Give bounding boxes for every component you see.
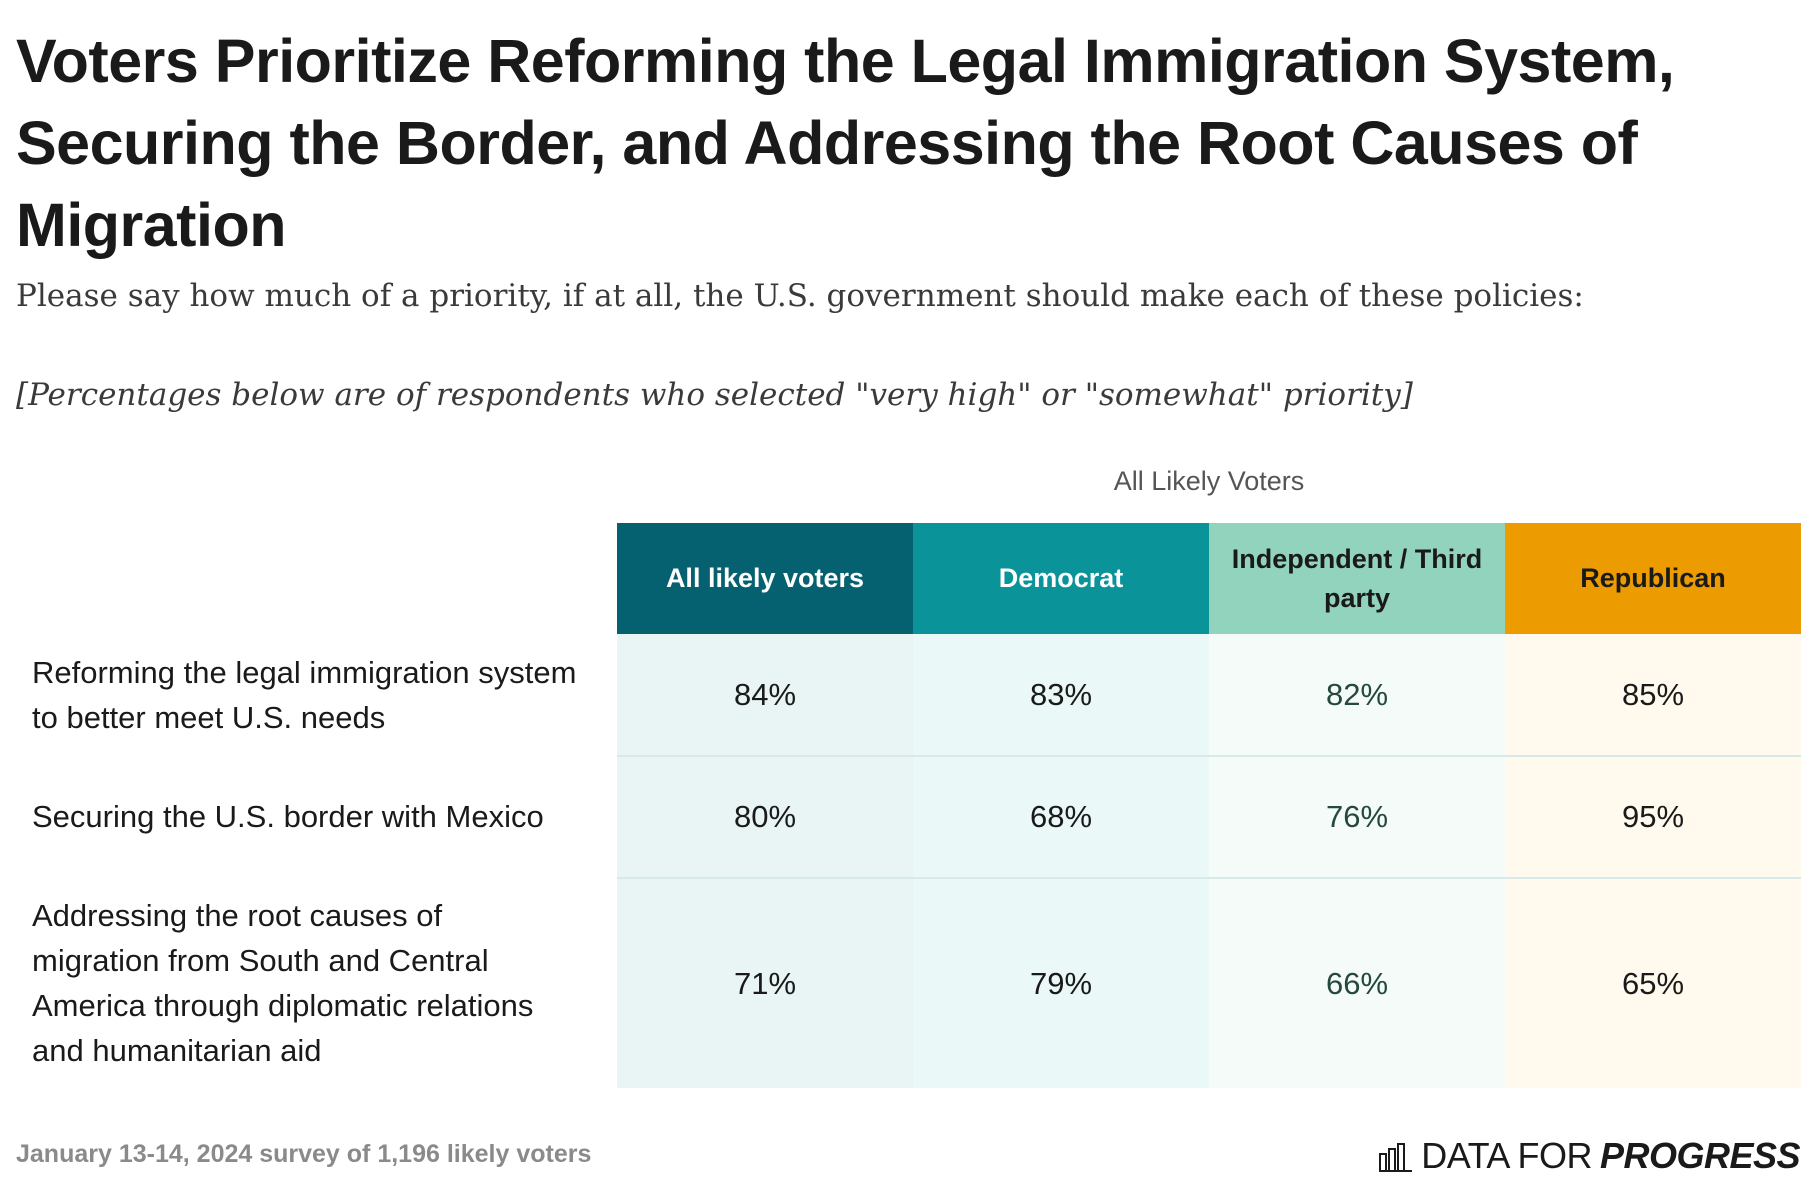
cell-independent: 66% xyxy=(1209,879,1505,1088)
data-for-progress-logo: DATA FOR PROGRESS xyxy=(1379,1135,1801,1177)
row-label: Reforming the legal immigration system t… xyxy=(32,654,577,735)
logo-text-strong: PROGRESS xyxy=(1599,1135,1801,1176)
column-group-label: All Likely Voters xyxy=(1113,466,1305,496)
cell-all-likely-voters: 84% xyxy=(617,634,913,755)
cell-republican: 65% xyxy=(1505,879,1801,1088)
column-header-republican: Republican xyxy=(1505,523,1801,634)
chart-title: Voters Prioritize Reforming the Legal Im… xyxy=(16,27,1675,259)
chart-note: [Percentages below are of respondents wh… xyxy=(16,377,1413,413)
column-header-all-likely-voters: All likely voters xyxy=(617,523,913,634)
table-row: Securing the U.S. border with Mexico 80%… xyxy=(0,755,1816,877)
table-row: Reforming the legal immigration system t… xyxy=(0,634,1816,755)
bar-chart-icon xyxy=(1379,1143,1413,1172)
cell-republican: 95% xyxy=(1505,757,1801,877)
cell-all-likely-voters: 80% xyxy=(617,757,913,877)
row-label: Securing the U.S. border with Mexico xyxy=(32,798,544,834)
source-note: January 13-14, 2024 survey of 1,196 like… xyxy=(16,1140,592,1168)
cell-independent: 82% xyxy=(1209,634,1505,755)
column-header-independent: Independent / Third party xyxy=(1209,523,1505,634)
logo-text-light: DATA FOR xyxy=(1421,1135,1592,1176)
chart-subtitle: Please say how much of a priority, if at… xyxy=(16,278,1584,314)
cell-all-likely-voters: 71% xyxy=(617,879,913,1088)
cell-independent: 76% xyxy=(1209,757,1505,877)
table-row: Addressing the root causes of migration … xyxy=(0,877,1816,1088)
cell-republican: 85% xyxy=(1505,634,1801,755)
cell-democrat: 79% xyxy=(913,879,1209,1088)
row-label: Addressing the root causes of migration … xyxy=(32,897,534,1068)
cell-democrat: 83% xyxy=(913,634,1209,755)
column-header-democrat: Democrat xyxy=(913,523,1209,634)
table-header-row: All likely voters Democrat Independent /… xyxy=(617,523,1801,634)
cell-democrat: 68% xyxy=(913,757,1209,877)
table-body: Reforming the legal immigration system t… xyxy=(0,634,1816,1088)
